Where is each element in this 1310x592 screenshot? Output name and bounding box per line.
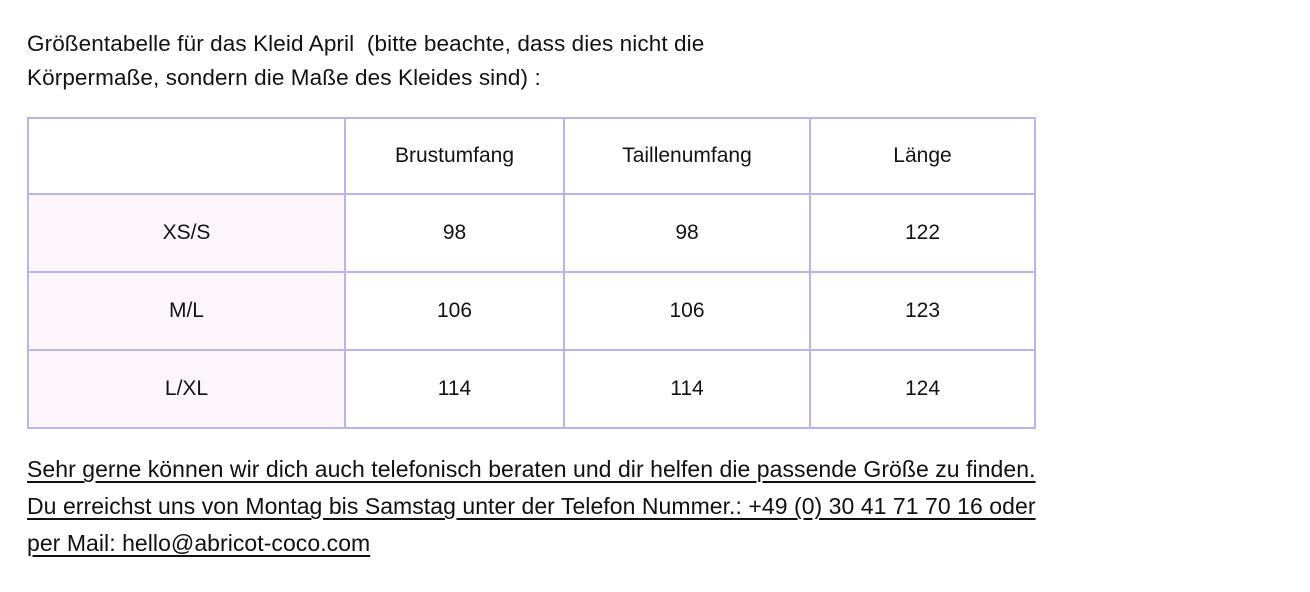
- cell-waist: 106: [563, 271, 811, 351]
- cell-bust: 106: [344, 271, 565, 351]
- table-row: L/XL 114 114 124: [27, 349, 1036, 429]
- table-row: M/L 106 106 123: [27, 271, 1036, 351]
- header-waist: Taillenumfang: [563, 117, 811, 195]
- size-table: Brustumfang Taillenumfang Länge XS/S 98 …: [27, 117, 1036, 429]
- cell-length: 122: [809, 193, 1036, 273]
- contact-note-line-1: Sehr gerne können wir dich auch telefoni…: [27, 451, 1283, 488]
- table-header-row: Brustumfang Taillenumfang Länge: [27, 117, 1036, 195]
- header-length: Länge: [809, 117, 1036, 195]
- size-table-header: Brustumfang Taillenumfang Länge: [27, 117, 1036, 195]
- cell-size: M/L: [27, 271, 346, 351]
- cell-length: 124: [809, 349, 1036, 429]
- contact-note-line-2-text: Du erreichst uns von Montag bis Samstag …: [27, 493, 1036, 519]
- contact-note-line-1-text: Sehr gerne können wir dich auch telefoni…: [27, 456, 1036, 482]
- table-row: XS/S 98 98 122: [27, 193, 1036, 273]
- cell-length: 123: [809, 271, 1036, 351]
- contact-note-line-3-text: per Mail: hello@abricot-coco.com: [27, 530, 371, 556]
- intro-line-2: Körpermaße, sondern die Maße des Kleides…: [27, 65, 541, 90]
- intro-paragraph: Größentabelle für das Kleid April (bitte…: [27, 0, 1283, 95]
- contact-note: Sehr gerne können wir dich auch telefoni…: [27, 429, 1283, 562]
- header-bust: Brustumfang: [344, 117, 565, 195]
- cell-bust: 98: [344, 193, 565, 273]
- contact-note-line-2: Du erreichst uns von Montag bis Samstag …: [27, 488, 1283, 525]
- intro-line-1: Größentabelle für das Kleid April (bitte…: [27, 31, 705, 56]
- cell-size: XS/S: [27, 193, 346, 273]
- cell-size: L/XL: [27, 349, 346, 429]
- size-table-body: XS/S 98 98 122 M/L 106 106 123 L/XL 114 …: [27, 193, 1036, 429]
- cell-waist: 98: [563, 193, 811, 273]
- header-corner-blank: [27, 117, 346, 195]
- cell-waist: 114: [563, 349, 811, 429]
- contact-note-line-3: per Mail: hello@abricot-coco.com: [27, 525, 1283, 562]
- size-chart-page: Größentabelle für das Kleid April (bitte…: [27, 0, 1283, 562]
- cell-bust: 114: [344, 349, 565, 429]
